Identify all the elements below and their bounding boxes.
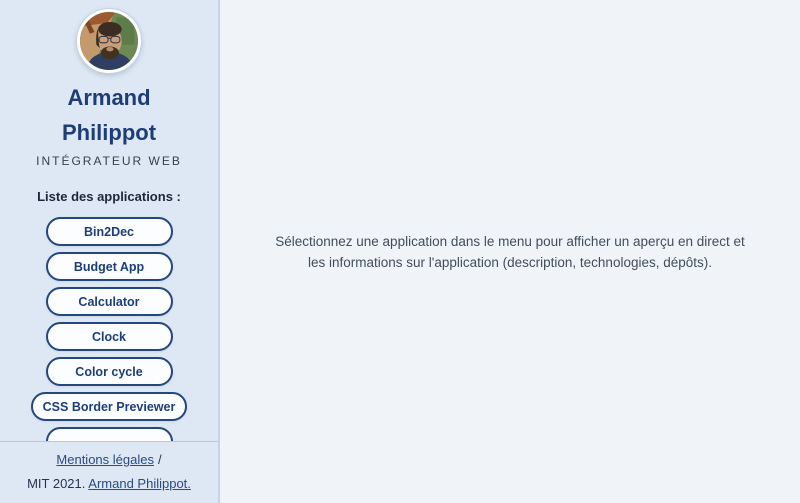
license-text: MIT 2021. — [27, 476, 86, 491]
avatar — [77, 9, 141, 73]
app-button-color-cycle[interactable]: Color cycle — [45, 357, 173, 386]
sidebar: Armand Philippot INTÉGRATEUR WEB Liste d… — [0, 0, 220, 503]
license-line: MIT 2021. Armand Philippot. — [0, 476, 218, 491]
profile-name: Armand Philippot — [61, 85, 157, 145]
legal-link[interactable]: Mentions légales — [56, 452, 154, 467]
app-button-bin2dec[interactable]: Bin2Dec — [45, 217, 173, 246]
sidebar-content: Armand Philippot INTÉGRATEUR WEB Liste d… — [0, 0, 218, 441]
app-button-calculator[interactable]: Calculator — [45, 287, 173, 316]
app-button-css-border-previewer[interactable]: CSS Border Previewer — [30, 392, 188, 421]
placeholder-message: Sélectionnez une application dans le men… — [275, 233, 745, 270]
apps-list-label: Liste des applications : — [37, 189, 181, 204]
app-button-budget-app[interactable]: Budget App — [45, 252, 173, 281]
apps-nav: Bin2Dec Budget App Calculator Clock Colo… — [0, 217, 218, 441]
legal-separator: / — [157, 452, 162, 467]
legal-line: Mentions légales / — [0, 452, 218, 467]
avatar-image — [80, 12, 138, 70]
sidebar-footer: Mentions légales / MIT 2021. Armand Phili… — [0, 441, 218, 503]
author-link[interactable]: Armand Philippot. — [88, 476, 191, 491]
main-preview-area: Sélectionnez une application dans le men… — [220, 0, 800, 503]
app-button-partial[interactable] — [45, 427, 173, 441]
profile-role: INTÉGRATEUR WEB — [36, 154, 182, 168]
app-button-clock[interactable]: Clock — [45, 322, 173, 351]
